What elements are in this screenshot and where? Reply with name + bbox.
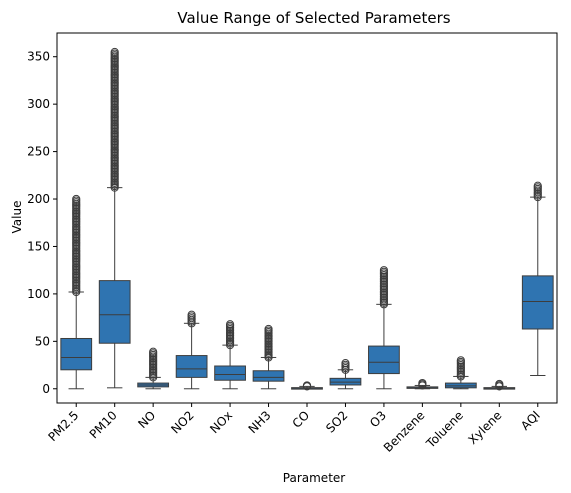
iqr-box	[175, 355, 208, 378]
y-tick-label: 200	[27, 192, 50, 206]
box-CO	[291, 381, 323, 391]
axes-frame	[56, 32, 558, 404]
x-tick-label: Toluene	[423, 408, 466, 451]
iqr-box	[214, 365, 246, 381]
x-tick-label: CO	[290, 408, 313, 431]
plot-area: 0 50 100 150 200 250 300 350 PM2.5 PM10 NO NO2 NOx NH…	[27, 32, 558, 455]
outlier-marker	[264, 324, 273, 334]
box-Xylene	[483, 379, 516, 391]
iqr-box	[60, 337, 93, 371]
iqr-box	[521, 275, 554, 330]
x-tick-label: PM2.5	[46, 408, 82, 444]
y-tick-label: 0	[42, 382, 50, 396]
box-NOx	[214, 320, 246, 390]
y-tick-label: 300	[27, 97, 50, 111]
y-tick-label: 250	[27, 145, 50, 159]
outlier-marker	[110, 47, 119, 57]
outlier-marker	[72, 194, 81, 204]
y-axis-label: Value	[10, 201, 24, 234]
x-tick-label: NH3	[246, 408, 274, 436]
y-tick-label: 350	[27, 50, 50, 64]
iqr-box	[252, 370, 285, 382]
box-NO2	[175, 310, 208, 390]
outlier-marker	[456, 356, 465, 365]
box-NO	[137, 347, 170, 390]
outlier-marker	[495, 379, 504, 389]
x-tick-label: AQI	[518, 408, 543, 433]
outlier-marker	[302, 381, 312, 390]
x-tick-label: NOx	[207, 408, 235, 436]
x-tick-label: Benzene	[381, 408, 428, 455]
y-tick-label: 150	[27, 239, 50, 253]
outlier-marker	[149, 347, 158, 356]
box-Benzene	[406, 378, 439, 390]
box-PM2.5	[60, 194, 93, 390]
box-NH3	[252, 324, 285, 390]
x-tick-label: Xylene	[466, 408, 505, 447]
box-O3	[368, 266, 400, 390]
outlier-marker	[225, 320, 235, 329]
outlier-marker	[418, 378, 427, 388]
x-tick-label: O3	[367, 408, 389, 430]
outlier-marker	[379, 266, 389, 275]
box-PM10	[98, 47, 131, 389]
outlier-marker	[341, 359, 350, 368]
box-Toluene	[444, 356, 477, 390]
x-tick-label: NO	[135, 408, 158, 431]
y-tick-label: 100	[27, 287, 50, 301]
y-tick-label: 50	[35, 334, 50, 348]
chart-title: Value Range of Selected Parameters	[177, 9, 450, 27]
x-tick-label: PM10	[87, 408, 120, 441]
outlier-marker	[187, 310, 196, 319]
x-tick-label: NO2	[168, 408, 196, 436]
box-SO2	[329, 359, 362, 390]
box-AQI	[521, 181, 554, 376]
x-axis-label: Parameter	[283, 471, 345, 485]
iqr-box	[368, 345, 400, 375]
x-tick-label: SO2	[323, 408, 350, 435]
outlier-marker	[533, 181, 542, 190]
iqr-box	[98, 280, 131, 344]
